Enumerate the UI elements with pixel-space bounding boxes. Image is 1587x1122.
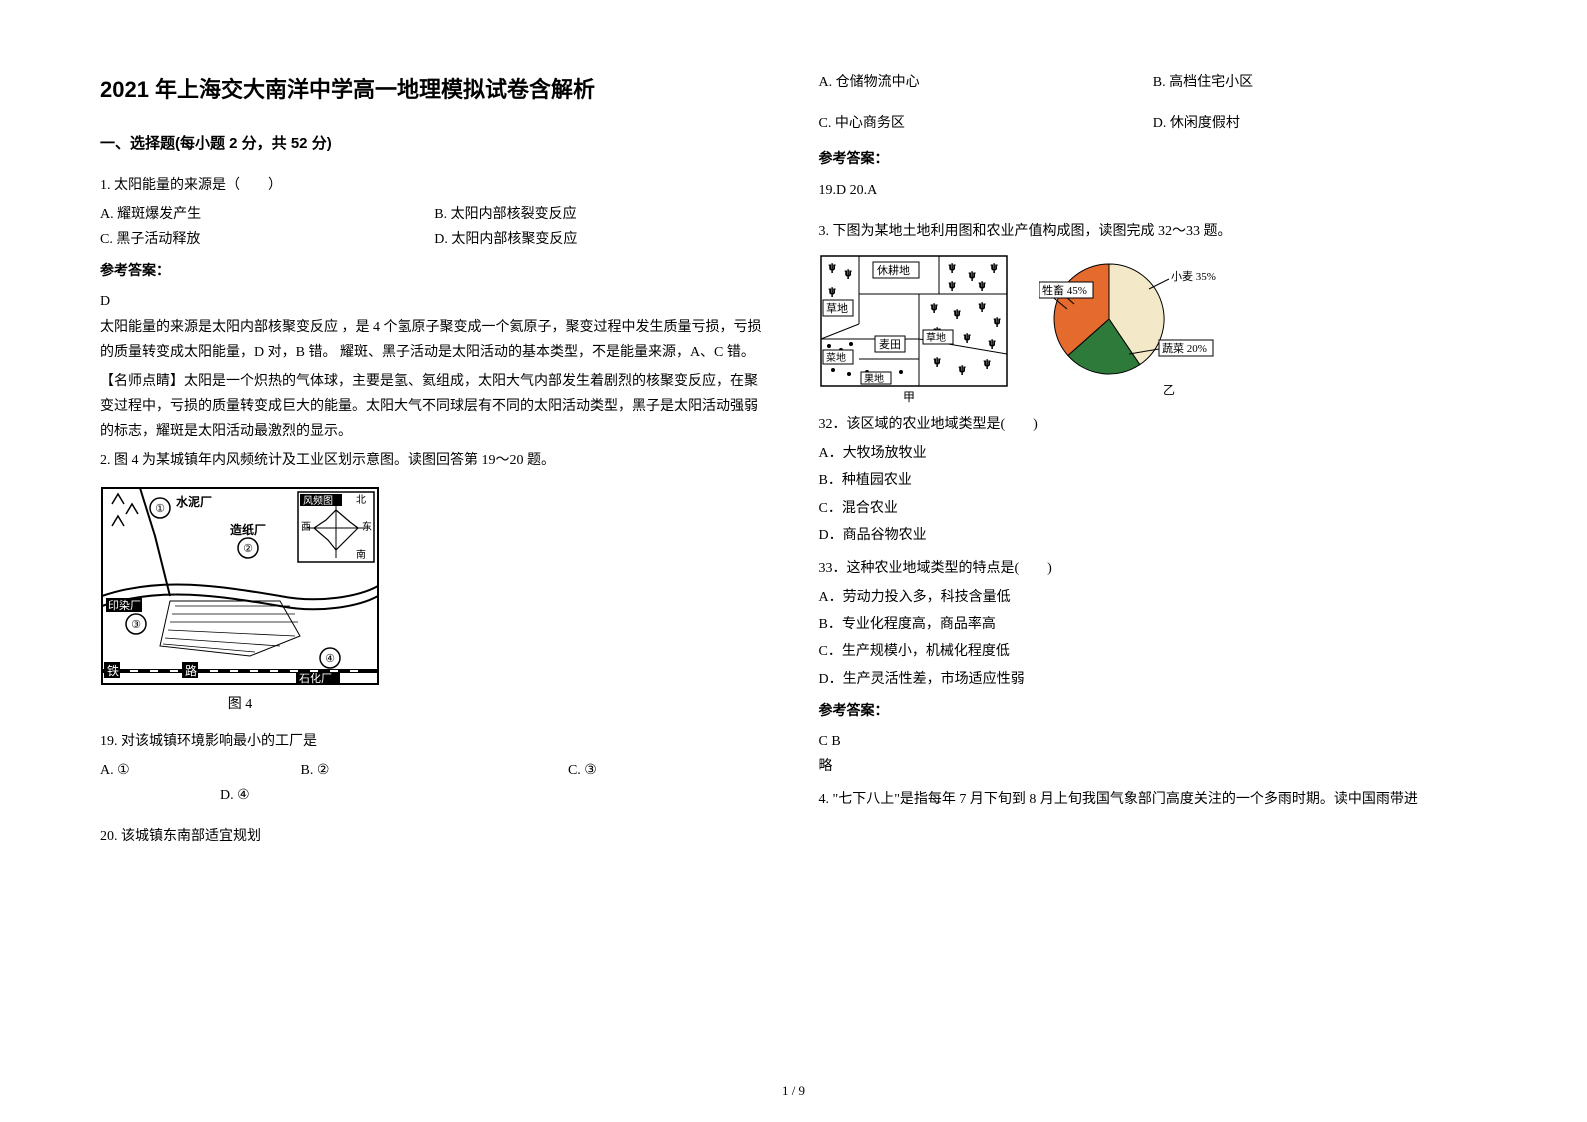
svg-text:草地: 草地 xyxy=(826,302,848,315)
q1-optA: A. 耀斑爆发产生 xyxy=(100,202,434,227)
svg-text:北: 北 xyxy=(356,494,366,506)
q1-explain1: 太阳能量的来源是太阳内部核聚变反应 ，是 4 个氢原子聚变成一个氦原子，聚变过程… xyxy=(100,315,769,365)
q3-stem: 3. 下图为某地土地利用图和农业产值构成图，读图完成 32～33 题。 xyxy=(819,219,1488,244)
q2-20D: D. 休闲度假村 xyxy=(1153,111,1487,136)
q2-20B: B. 高档住宅小区 xyxy=(1153,70,1487,95)
q3-33C: C．生产规模小，机械化程度低 xyxy=(819,639,1488,664)
svg-text:ψ: ψ xyxy=(991,262,998,273)
page-number: 1 / 9 xyxy=(782,1079,805,1102)
q3-note: 略 xyxy=(819,754,1488,779)
svg-text:铁: 铁 xyxy=(107,664,119,678)
svg-text:印染厂: 印染厂 xyxy=(108,598,141,612)
svg-text:水泥厂: 水泥厂 xyxy=(176,494,212,509)
q1-explain2: 【名师点睛】太阳是一个炽热的气体球，主要是氢、氦组成，太阳大气内部发生着剧烈的核… xyxy=(100,369,769,445)
q2-19D: D. ④ xyxy=(220,788,250,803)
q2-answer: 19.D 20.A xyxy=(819,178,1488,203)
q3-32A: A．大牧场放牧业 xyxy=(819,441,1488,466)
svg-text:乙: 乙 xyxy=(1162,383,1174,397)
svg-text:ψ: ψ xyxy=(979,301,986,312)
svg-text:造纸厂: 造纸厂 xyxy=(230,522,266,537)
q3-sub33: 33．这种农业地域类型的特点是( ) xyxy=(819,556,1488,581)
section-header: 一、选择题(每小题 2 分，共 52 分) xyxy=(100,130,769,157)
q1-optB: B. 太阳内部核裂变反应 xyxy=(434,202,768,227)
exam-title: 2021 年上海交大南洋中学高一地理模拟试卷含解析 xyxy=(100,70,769,110)
svg-text:休耕地: 休耕地 xyxy=(877,263,910,277)
q1-optD: D. 太阳内部核聚变反应 xyxy=(434,227,768,252)
svg-text:菜地: 菜地 xyxy=(826,351,846,364)
svg-text:南: 南 xyxy=(356,548,366,561)
q3-figure: ψψψψ ψψψ ψψ ψψψψ ψψψ ψψψ 休耕地 草地 xyxy=(819,254,1488,404)
svg-text:ψ: ψ xyxy=(829,262,836,273)
q2-19C: C. ③ xyxy=(568,758,769,783)
svg-text:ψ: ψ xyxy=(954,308,961,319)
svg-text:ψ: ψ xyxy=(934,356,941,367)
svg-text:风频图: 风频图 xyxy=(303,494,333,507)
svg-text:甲: 甲 xyxy=(902,390,914,404)
svg-text:ψ: ψ xyxy=(829,286,836,297)
q3-33D: D．生产灵活性差，市场适应性弱 xyxy=(819,667,1488,692)
svg-text:ψ: ψ xyxy=(931,302,938,313)
svg-text:ψ: ψ xyxy=(949,262,956,273)
q1-answer: D xyxy=(100,289,769,314)
q2-19B: B. ② xyxy=(301,758,568,783)
svg-text:ψ: ψ xyxy=(994,316,1001,327)
svg-text:果地: 果地 xyxy=(864,372,884,385)
q1-answer-label: 参考答案： xyxy=(100,258,769,283)
svg-text:ψ: ψ xyxy=(959,364,966,375)
svg-text:ψ: ψ xyxy=(984,358,991,369)
svg-text:②: ② xyxy=(243,543,253,555)
svg-text:ψ: ψ xyxy=(969,270,976,281)
q3-32C: C．混合农业 xyxy=(819,496,1488,521)
q4-stem: 4. "七下八上"是指每年 7 月下旬到 8 月上旬我国气象部门高度关注的一个多… xyxy=(819,787,1488,812)
q2-sub20: 20. 该城镇东南部适宜规划 xyxy=(100,824,769,849)
svg-text:①: ① xyxy=(155,503,165,515)
svg-text:麦田: 麦田 xyxy=(879,338,901,351)
q3-32D: D．商品谷物农业 xyxy=(819,523,1488,548)
svg-text:蔬菜 20%: 蔬菜 20% xyxy=(1162,342,1207,355)
q2-stem: 2. 图 4 为某城镇年内风频统计及工业区划示意图。读图回答第 19～20 题。 xyxy=(100,448,769,473)
svg-text:牲畜 45%: 牲畜 45% xyxy=(1042,283,1087,297)
svg-text:ψ: ψ xyxy=(964,332,971,343)
svg-text:ψ: ψ xyxy=(949,280,956,291)
svg-text:ψ: ψ xyxy=(979,280,986,291)
q3-33B: B．专业化程度高，商品率高 xyxy=(819,612,1488,637)
q3-answer-label: 参考答案： xyxy=(819,698,1488,723)
svg-text:东: 东 xyxy=(362,520,372,533)
svg-text:路: 路 xyxy=(185,663,197,678)
q3-33A: A．劳动力投入多，科技含量低 xyxy=(819,585,1488,610)
svg-text:草地: 草地 xyxy=(926,331,946,344)
svg-text:石化厂: 石化厂 xyxy=(299,671,332,685)
q1-optC: C. 黑子活动释放 xyxy=(100,227,434,252)
q2-caption: 图 4 xyxy=(100,692,380,717)
svg-text:③: ③ xyxy=(131,619,141,631)
q2-19A: A. ① xyxy=(100,758,301,783)
q2-sub19: 19. 对该城镇环境影响最小的工厂是 xyxy=(100,729,769,754)
q3-sub32: 32．该区域的农业地域类型是( ) xyxy=(819,412,1488,437)
q2-answer-label: 参考答案： xyxy=(819,146,1488,171)
q1-stem: 1. 太阳能量的来源是（ ） xyxy=(100,173,769,198)
q2-20C: C. 中心商务区 xyxy=(819,111,1153,136)
svg-text:ψ: ψ xyxy=(845,268,852,279)
q3-answer: C B xyxy=(819,729,1488,754)
q3-32B: B．种植园农业 xyxy=(819,468,1488,493)
svg-text:④: ④ xyxy=(325,653,335,665)
q2-20A: A. 仓储物流中心 xyxy=(819,70,1153,95)
svg-text:小麦 35%: 小麦 35% xyxy=(1171,270,1216,283)
q2-figure: ① 水泥厂 ② 造纸厂 ③ 印染厂 ④ 石化厂 铁 xyxy=(100,486,769,717)
svg-text:ψ: ψ xyxy=(989,338,996,349)
